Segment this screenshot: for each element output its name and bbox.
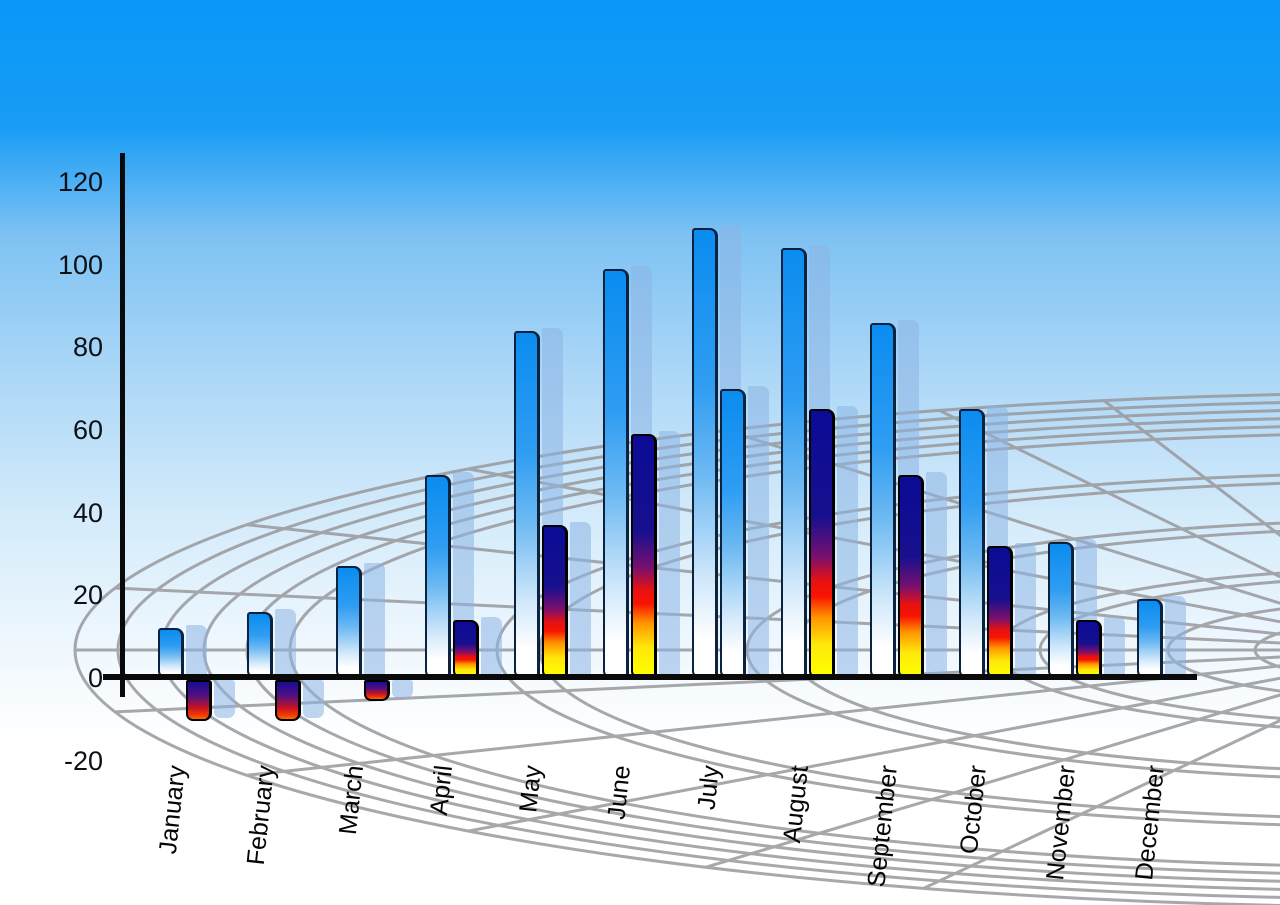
- bar-second-echo-october: [1015, 543, 1036, 678]
- bar-second-april: [453, 620, 479, 678]
- bar-main-october: [959, 409, 985, 678]
- grid-spoke: [75, 393, 1280, 652]
- grid-spoke: [75, 648, 1280, 905]
- y-tick-label-80: 80: [72, 332, 103, 362]
- bar-second-november: [1076, 620, 1102, 678]
- bar-echo-december: [1165, 596, 1186, 678]
- y-tick-label-0: 0: [87, 663, 103, 693]
- bar-second-september: [898, 475, 924, 678]
- grid-spoke: [75, 393, 1280, 652]
- bar-second-january: [186, 680, 212, 721]
- bar-echo-march: [364, 563, 385, 678]
- y-tick-label-120: 120: [57, 167, 103, 197]
- y-tick-label-60: 60: [72, 415, 103, 445]
- y-axis-line: [120, 153, 125, 697]
- bar-main-june: [603, 269, 629, 678]
- bar-main-february: [247, 612, 273, 678]
- grid-spoke: [75, 393, 1280, 652]
- bar-second-february: [275, 680, 301, 721]
- grid-spoke: [75, 648, 1280, 905]
- grid-spoke: [75, 648, 1280, 832]
- bar-second-echo-november: [1104, 617, 1125, 678]
- bar-second-echo-july: [748, 386, 769, 678]
- bar-main-december: [1137, 599, 1163, 678]
- bar-main-september: [870, 323, 896, 678]
- bar-second-echo-may: [570, 522, 591, 678]
- y-tick-label--20: -20: [63, 746, 103, 776]
- bar-second-october: [987, 546, 1013, 678]
- bar-second-july: [720, 389, 746, 678]
- x-axis-zero-line: [103, 674, 1197, 680]
- bar-main-march: [336, 566, 362, 678]
- y-tick-label-20: 20: [72, 580, 103, 610]
- bar-second-echo-january: [214, 680, 235, 718]
- bar-echo-february: [275, 609, 296, 678]
- bar-main-april: [425, 475, 451, 678]
- bar-second-echo-august: [837, 406, 858, 678]
- bar-main-july: [692, 228, 718, 678]
- bar-second-june: [631, 434, 657, 678]
- bar-echo-january: [186, 625, 207, 678]
- bar-main-august: [781, 248, 807, 678]
- bar-second-august: [809, 409, 835, 678]
- bar-second-echo-september: [926, 472, 947, 678]
- bar-second-may: [542, 525, 568, 678]
- grid-spoke: [75, 393, 1280, 652]
- bar-second-echo-march: [392, 680, 413, 698]
- bar-main-january: [158, 628, 184, 678]
- bar-second-march: [364, 680, 390, 701]
- y-tick-label-100: 100: [57, 250, 103, 280]
- grid-spoke: [75, 648, 1280, 905]
- bar-main-november: [1048, 542, 1074, 678]
- bar-second-echo-june: [659, 431, 680, 678]
- bar-second-echo-february: [303, 680, 324, 718]
- bar-main-may: [514, 331, 540, 678]
- y-tick-label-40: 40: [72, 498, 103, 528]
- bar-second-echo-april: [481, 617, 502, 678]
